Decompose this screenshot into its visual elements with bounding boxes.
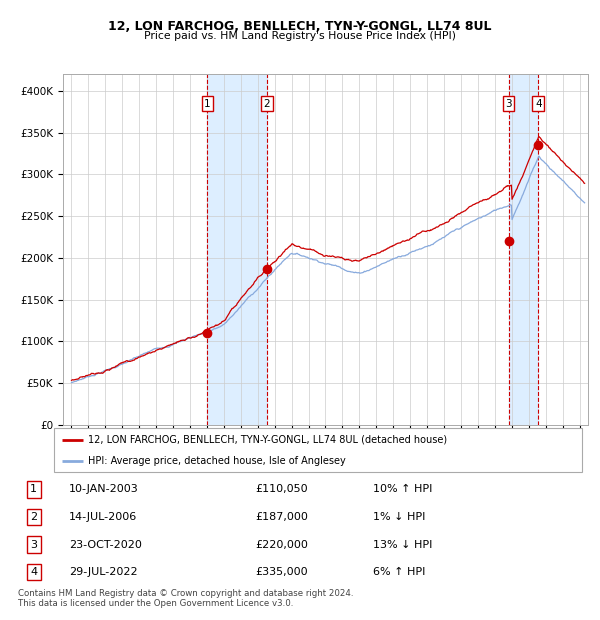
Text: £110,050: £110,050 (255, 484, 308, 494)
Text: HPI: Average price, detached house, Isle of Anglesey: HPI: Average price, detached house, Isle… (88, 456, 346, 466)
Text: 12, LON FARCHOG, BENLLECH, TYN-Y-GONGL, LL74 8UL: 12, LON FARCHOG, BENLLECH, TYN-Y-GONGL, … (108, 20, 492, 33)
Text: 2: 2 (30, 512, 37, 522)
Text: 13% ↓ HPI: 13% ↓ HPI (373, 539, 433, 549)
Bar (509, 74, 538, 425)
Text: 2: 2 (263, 99, 270, 108)
Text: £335,000: £335,000 (255, 567, 308, 577)
Text: 1: 1 (204, 99, 211, 108)
Text: 4: 4 (30, 567, 37, 577)
Text: 6% ↑ HPI: 6% ↑ HPI (373, 567, 425, 577)
Text: Price paid vs. HM Land Registry's House Price Index (HPI): Price paid vs. HM Land Registry's House … (144, 31, 456, 41)
Text: £220,000: £220,000 (255, 539, 308, 549)
Text: 29-JUL-2022: 29-JUL-2022 (69, 567, 137, 577)
Text: 14-JUL-2006: 14-JUL-2006 (69, 512, 137, 522)
Text: 3: 3 (505, 99, 512, 108)
Text: 1% ↓ HPI: 1% ↓ HPI (373, 512, 425, 522)
Text: 3: 3 (30, 539, 37, 549)
Text: 10% ↑ HPI: 10% ↑ HPI (373, 484, 433, 494)
Text: 10-JAN-2003: 10-JAN-2003 (69, 484, 139, 494)
Text: £187,000: £187,000 (255, 512, 308, 522)
Text: 23-OCT-2020: 23-OCT-2020 (69, 539, 142, 549)
Text: Contains HM Land Registry data © Crown copyright and database right 2024.: Contains HM Land Registry data © Crown c… (18, 588, 353, 598)
Text: This data is licensed under the Open Government Licence v3.0.: This data is licensed under the Open Gov… (18, 598, 293, 608)
Text: 4: 4 (535, 99, 542, 108)
Text: 12, LON FARCHOG, BENLLECH, TYN-Y-GONGL, LL74 8UL (detached house): 12, LON FARCHOG, BENLLECH, TYN-Y-GONGL, … (88, 435, 448, 445)
Text: 1: 1 (30, 484, 37, 494)
FancyBboxPatch shape (54, 428, 582, 472)
Bar (208, 74, 267, 425)
